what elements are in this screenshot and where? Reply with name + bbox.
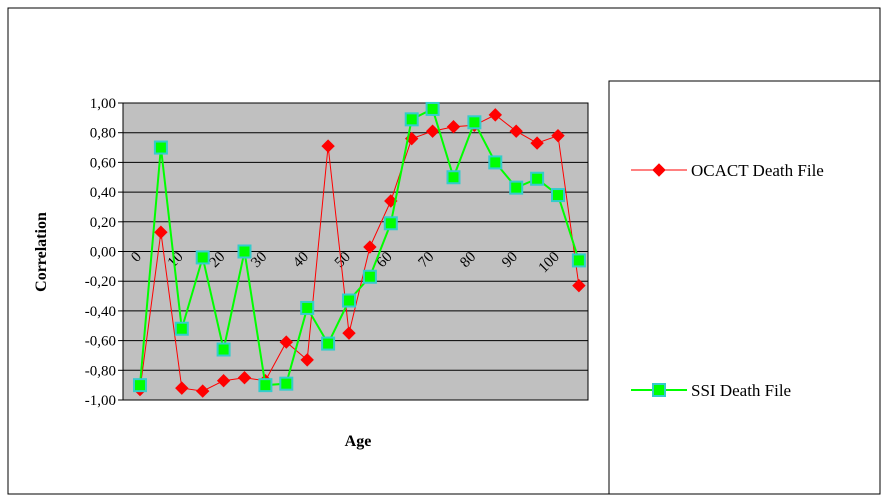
data-point (133, 378, 147, 393)
data-point (321, 336, 336, 351)
data-point (342, 326, 356, 340)
legend-entry: SSI Death File (631, 381, 791, 400)
data-point (300, 300, 315, 315)
data-point (446, 120, 461, 134)
legend-box (608, 80, 881, 495)
data-point (321, 139, 335, 153)
data-point (363, 240, 377, 254)
data-point (258, 378, 273, 393)
data-point (279, 335, 294, 349)
data-point (300, 353, 314, 367)
data-point (572, 278, 586, 293)
y-tick-label: 1,00 (90, 96, 116, 112)
y-tick-label: -0,60 (85, 334, 116, 350)
data-point (530, 136, 544, 150)
legend-entry: OCACT Death File (631, 161, 824, 180)
data-point (488, 155, 503, 170)
data-point (216, 342, 231, 357)
data-point (425, 124, 440, 138)
data-point (279, 376, 294, 391)
data-point (342, 293, 356, 308)
legend-marker (652, 163, 666, 177)
y-tick-label: 0,40 (90, 185, 116, 201)
y-axis-ticks: 1,00 0,80 0,60 0,40 0,20 0,00 -0,20 -0,40 -0,60 -… (85, 96, 123, 409)
data-point (237, 371, 252, 385)
x-axis-title: Age (345, 433, 372, 450)
series-line (139, 107, 580, 387)
series-layer (133, 101, 586, 398)
data-point (425, 101, 440, 116)
data-point (153, 140, 168, 155)
y-axis-title: Correlation (33, 212, 50, 292)
data-point (488, 108, 503, 122)
y-tick-label: 0,20 (90, 215, 116, 231)
data-point (216, 373, 231, 388)
data-point (237, 244, 252, 259)
data-point (195, 384, 210, 398)
data-point (195, 250, 210, 265)
y-tick-label: -0,20 (85, 274, 116, 290)
data-point (174, 321, 189, 336)
legend-marker (652, 383, 666, 397)
legend-label: OCACT Death File (691, 161, 824, 180)
legend: OCACT Death File SSI Death File (631, 161, 824, 400)
y-tick-label: -0,40 (85, 304, 116, 320)
data-point (467, 115, 482, 130)
y-tick-label: 0,80 (90, 126, 116, 142)
data-point (571, 253, 586, 268)
series-ssi (133, 101, 586, 393)
data-point (446, 170, 461, 185)
data-point (404, 112, 419, 127)
data-point (383, 216, 398, 231)
data-point (509, 124, 523, 138)
data-point (362, 269, 377, 284)
data-point (154, 225, 168, 239)
data-point (551, 188, 565, 203)
data-point (530, 171, 545, 186)
data-point (509, 180, 524, 195)
data-point (551, 128, 565, 143)
y-tick-label: 0,60 (90, 155, 116, 171)
data-point (175, 381, 189, 395)
y-tick-label: -0,80 (85, 363, 116, 379)
y-tick-label: -1,00 (85, 393, 116, 409)
y-tick-label: 0,00 (90, 245, 116, 261)
legend-label: SSI Death File (691, 381, 791, 400)
